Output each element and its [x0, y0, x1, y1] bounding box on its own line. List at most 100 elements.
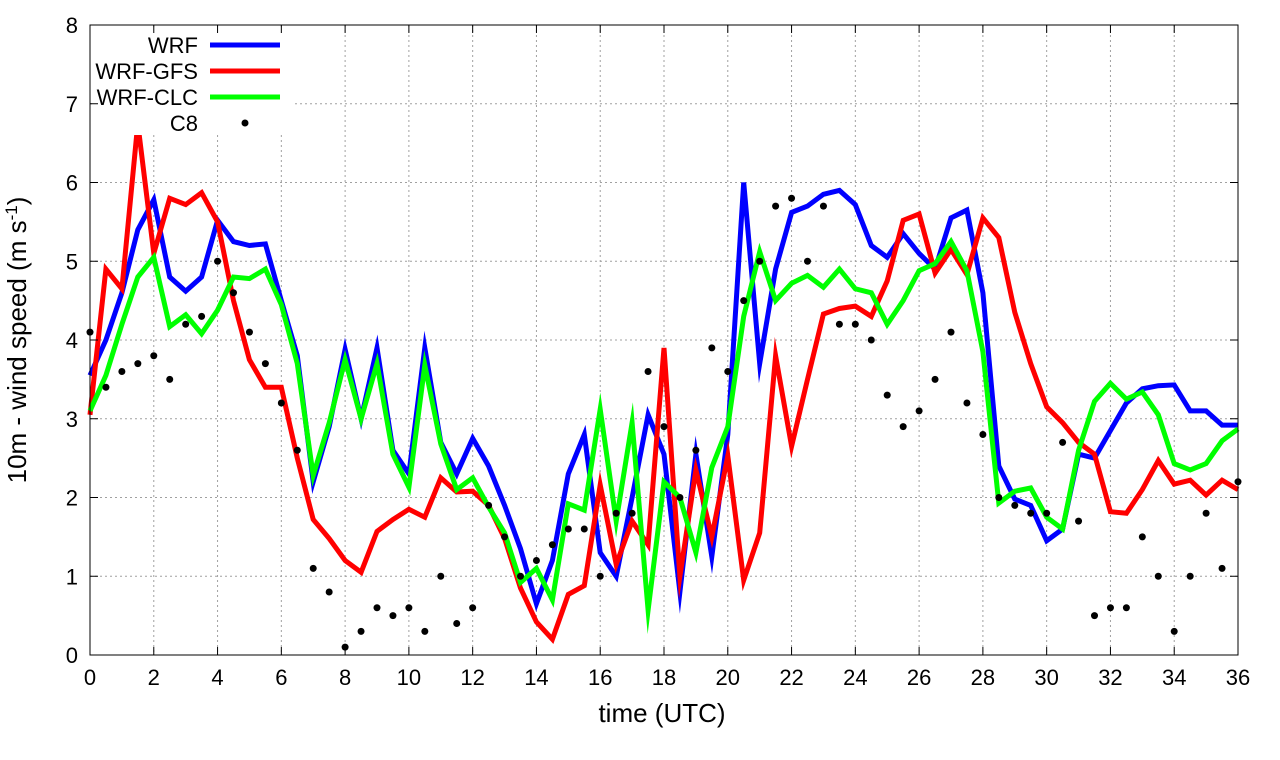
- data-point-c8: [214, 257, 222, 265]
- x-tick-label: 24: [843, 665, 867, 690]
- y-tick-label: 7: [66, 92, 78, 117]
- data-point-c8: [1122, 604, 1130, 612]
- data-point-c8: [277, 399, 285, 407]
- plot-series: [86, 100, 1242, 651]
- y-tick-label: 3: [66, 407, 78, 432]
- y-axis-label-main: 10m - wind speed (m s: [2, 220, 32, 483]
- x-tick-label: 2: [148, 665, 160, 690]
- x-axis-label: time (UTC): [598, 698, 725, 728]
- data-point-c8: [1027, 509, 1035, 517]
- data-point-c8: [564, 525, 572, 533]
- data-point-c8: [899, 423, 907, 431]
- x-tick-label: 16: [588, 665, 612, 690]
- series-line-wrf-clc: [87, 236, 1240, 635]
- data-point-c8: [580, 525, 588, 533]
- x-tick-label: 28: [971, 665, 995, 690]
- x-tick-label: 8: [339, 665, 351, 690]
- data-point-c8: [979, 431, 987, 438]
- y-axis-label-end: ): [2, 197, 32, 206]
- y-axis-label-sup: -1: [2, 205, 21, 220]
- y-tick-label: 0: [66, 643, 78, 668]
- data-point-c8: [1154, 572, 1162, 580]
- y-axis-label: 10m - wind speed (m s-1): [2, 197, 32, 484]
- legend-label-wrf-clc: WRF-CLC: [97, 85, 199, 110]
- data-point-c8: [389, 612, 397, 620]
- data-point-c8: [708, 344, 716, 352]
- data-point-c8: [1011, 501, 1019, 509]
- data-point-c8: [453, 620, 461, 627]
- data-point-c8: [644, 368, 652, 375]
- data-point-c8: [548, 541, 556, 549]
- data-point-c8: [293, 446, 301, 454]
- y-tick-label: 5: [66, 249, 78, 274]
- data-point-c8: [772, 202, 780, 210]
- data-point-c8: [819, 202, 827, 210]
- data-point-c8: [804, 257, 811, 265]
- data-point-c8: [612, 509, 620, 517]
- x-tick-label: 32: [1098, 665, 1122, 690]
- data-point-c8: [325, 588, 333, 596]
- data-point-c8: [1091, 612, 1098, 620]
- data-point-c8: [740, 297, 748, 305]
- series-line-wrf-gfs: [87, 100, 1240, 645]
- y-tick-label: 1: [66, 564, 78, 589]
- data-point-c8: [469, 604, 477, 612]
- data-point-c8: [182, 320, 190, 328]
- data-point-c8: [134, 360, 142, 368]
- data-point-c8: [1186, 572, 1194, 580]
- data-point-c8: [1075, 517, 1083, 525]
- data-point-c8: [1043, 509, 1051, 517]
- data-point-c8: [867, 336, 875, 344]
- x-tick-label: 14: [524, 665, 548, 690]
- y-axis-ticks: 0 1 2 3 4 5 6 7 8: [66, 13, 1238, 668]
- data-point-c8: [628, 509, 636, 517]
- data-point-c8: [485, 501, 493, 509]
- data-point-c8: [357, 627, 365, 635]
- data-point-c8: [405, 604, 413, 612]
- x-tick-label: 4: [211, 665, 223, 690]
- data-point-c8: [1059, 438, 1067, 446]
- data-point-c8: [788, 194, 796, 202]
- data-point-c8: [596, 572, 604, 580]
- data-point-c8: [756, 257, 764, 265]
- y-tick-label: 2: [66, 486, 78, 511]
- data-point-c8: [660, 423, 668, 431]
- x-tick-label: 22: [779, 665, 803, 690]
- data-point-c8: [1202, 509, 1210, 517]
- data-point-c8: [851, 320, 859, 328]
- data-point-c8: [118, 368, 126, 375]
- y-tick-label: 6: [66, 171, 78, 196]
- x-tick-label: 36: [1226, 665, 1250, 690]
- data-point-c8: [309, 564, 317, 572]
- data-point-c8: [421, 627, 429, 635]
- x-tick-label: 34: [1162, 665, 1186, 690]
- x-tick-label: 6: [275, 665, 287, 690]
- x-tick-label: 26: [907, 665, 931, 690]
- x-tick-label: 18: [652, 665, 676, 690]
- data-point-c8: [102, 383, 110, 391]
- x-tick-label: 0: [84, 665, 96, 690]
- y-tick-label: 8: [66, 13, 78, 38]
- data-point-c8: [676, 494, 684, 501]
- data-point-c8: [517, 572, 524, 580]
- data-point-c8: [1170, 627, 1178, 635]
- legend-swatch-c8: [241, 119, 249, 127]
- x-tick-label: 20: [716, 665, 740, 690]
- legend-label-c8: C8: [170, 111, 198, 136]
- x-tick-label: 30: [1034, 665, 1058, 690]
- data-point-c8: [532, 557, 540, 564]
- data-point-c8: [1106, 604, 1114, 612]
- data-point-c8: [995, 494, 1003, 501]
- data-point-c8: [198, 312, 206, 320]
- data-point-c8: [230, 289, 237, 297]
- data-point-c8: [915, 407, 923, 415]
- data-point-c8: [261, 360, 269, 368]
- data-point-c8: [835, 320, 843, 328]
- data-point-c8: [150, 352, 158, 360]
- data-point-c8: [883, 391, 891, 399]
- data-point-c8: [931, 375, 939, 383]
- data-point-c8: [963, 399, 971, 407]
- data-point-c8: [373, 604, 381, 612]
